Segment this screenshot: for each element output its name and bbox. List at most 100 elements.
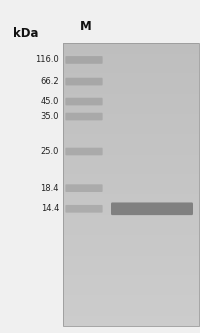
- Text: 18.4: 18.4: [40, 183, 59, 193]
- Bar: [63, 163, 199, 164]
- Bar: [63, 200, 199, 202]
- Bar: [63, 237, 199, 238]
- Bar: [63, 87, 199, 89]
- Bar: [63, 154, 199, 156]
- Bar: [63, 243, 199, 244]
- Bar: [63, 315, 199, 316]
- Bar: [63, 316, 199, 317]
- FancyBboxPatch shape: [65, 98, 103, 105]
- Bar: [63, 132, 199, 133]
- Bar: [63, 82, 199, 83]
- Bar: [63, 168, 199, 170]
- Bar: [63, 325, 199, 326]
- Bar: [63, 249, 199, 250]
- Bar: [63, 217, 199, 219]
- Bar: [63, 65, 199, 66]
- Bar: [63, 118, 199, 119]
- Bar: [63, 68, 199, 69]
- Bar: [63, 236, 199, 238]
- Bar: [63, 164, 199, 165]
- Bar: [63, 283, 199, 284]
- Bar: [63, 242, 199, 243]
- Bar: [63, 274, 199, 275]
- Bar: [63, 286, 199, 288]
- Bar: [63, 120, 199, 122]
- Bar: [63, 245, 199, 246]
- FancyBboxPatch shape: [65, 184, 103, 192]
- Bar: [63, 207, 199, 208]
- Bar: [63, 216, 199, 217]
- Bar: [63, 90, 199, 92]
- Bar: [63, 157, 199, 159]
- Bar: [63, 251, 199, 253]
- FancyBboxPatch shape: [111, 202, 193, 215]
- Bar: [63, 275, 199, 276]
- Bar: [63, 176, 199, 177]
- Bar: [63, 175, 199, 176]
- Bar: [63, 216, 199, 218]
- Text: kDa: kDa: [13, 27, 38, 40]
- Bar: [63, 71, 199, 73]
- Bar: [63, 106, 199, 108]
- Bar: [63, 314, 199, 315]
- Bar: [63, 152, 199, 153]
- Bar: [63, 291, 199, 292]
- Bar: [63, 182, 199, 184]
- Bar: [63, 111, 199, 112]
- Bar: [63, 313, 199, 314]
- Bar: [63, 124, 199, 126]
- Bar: [63, 204, 199, 205]
- Bar: [63, 233, 199, 235]
- Bar: [63, 276, 199, 277]
- Bar: [63, 324, 199, 325]
- Bar: [63, 310, 199, 311]
- Bar: [63, 50, 199, 51]
- Bar: [63, 278, 199, 279]
- Bar: [63, 115, 199, 116]
- Bar: [63, 318, 199, 320]
- Bar: [63, 189, 199, 190]
- Bar: [63, 121, 199, 123]
- Bar: [63, 103, 199, 104]
- Bar: [63, 79, 199, 80]
- Bar: [63, 298, 199, 299]
- FancyBboxPatch shape: [65, 205, 103, 213]
- Bar: [63, 51, 199, 52]
- Bar: [63, 113, 199, 114]
- Bar: [63, 226, 199, 227]
- Bar: [63, 293, 199, 294]
- Bar: [63, 46, 199, 47]
- Bar: [63, 218, 199, 220]
- Bar: [63, 97, 199, 98]
- Bar: [63, 172, 199, 173]
- Bar: [63, 88, 199, 90]
- Bar: [63, 125, 199, 126]
- Bar: [63, 266, 199, 268]
- Bar: [63, 193, 199, 194]
- Bar: [63, 215, 199, 216]
- Bar: [63, 212, 199, 213]
- Bar: [63, 131, 199, 132]
- Bar: [63, 294, 199, 295]
- Bar: [63, 84, 199, 85]
- Bar: [63, 263, 199, 264]
- Bar: [63, 170, 199, 171]
- Bar: [63, 188, 199, 189]
- Bar: [63, 149, 199, 150]
- Bar: [63, 244, 199, 245]
- Bar: [63, 92, 199, 93]
- Bar: [63, 241, 199, 242]
- Bar: [63, 95, 199, 96]
- Bar: [63, 303, 199, 305]
- Bar: [63, 119, 199, 120]
- Bar: [63, 198, 199, 199]
- Bar: [63, 301, 199, 303]
- Bar: [63, 63, 199, 64]
- Bar: [63, 102, 199, 103]
- Bar: [63, 300, 199, 302]
- Bar: [63, 309, 199, 310]
- Bar: [63, 230, 199, 231]
- Bar: [63, 78, 199, 79]
- Bar: [63, 142, 199, 143]
- Bar: [63, 302, 199, 304]
